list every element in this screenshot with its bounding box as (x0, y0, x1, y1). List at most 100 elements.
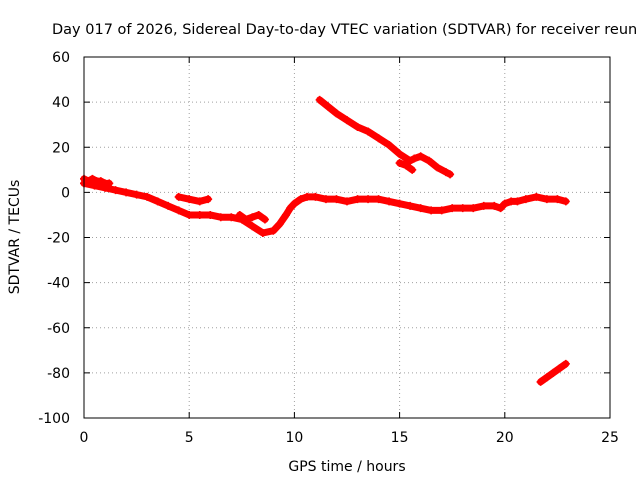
data-point (296, 195, 305, 204)
x-axis-label: GPS time / hours (288, 459, 405, 475)
data-point (374, 134, 383, 143)
y-tick-label: -100 (38, 411, 70, 427)
data-point (258, 228, 267, 237)
data-point (536, 377, 545, 386)
data-point (111, 186, 120, 195)
data-point (206, 210, 215, 219)
plot-frame (83, 56, 611, 419)
data-point (88, 174, 97, 183)
data-point (425, 156, 434, 165)
data-point (332, 195, 341, 204)
y-tick-label: -20 (47, 231, 70, 247)
data-point (248, 213, 257, 222)
data-point (496, 204, 505, 213)
data-point (315, 95, 324, 104)
data-point (561, 197, 570, 206)
tick-layer: 0 5 10 15 20 25 -100 -80 -60 -40 -20 0 20 40 60 (38, 50, 619, 446)
x-tick-label: 15 (391, 430, 409, 446)
data-point (195, 197, 204, 206)
data-point (446, 170, 455, 179)
data-point (343, 116, 351, 125)
data-point (406, 201, 415, 210)
data-point (490, 201, 499, 210)
data-point (122, 188, 131, 197)
data-point (553, 195, 562, 204)
series-group (536, 359, 570, 386)
data-point (385, 197, 394, 206)
data-point (311, 192, 320, 201)
data-point (395, 159, 404, 168)
series-group (395, 159, 417, 174)
data-point (561, 359, 570, 368)
data-point (521, 195, 530, 204)
data-point (290, 199, 299, 208)
series-band (175, 193, 212, 205)
x-tick-label: 0 (80, 430, 89, 446)
data-point (242, 215, 251, 224)
data-layer (80, 95, 570, 386)
data-point (433, 163, 442, 172)
data-point (275, 219, 284, 228)
data-point (343, 197, 351, 206)
data-point (555, 364, 564, 373)
data-point (332, 109, 341, 118)
data-point (479, 201, 488, 210)
data-point (406, 156, 415, 165)
data-point (303, 192, 312, 201)
data-point (410, 154, 419, 163)
data-point (185, 195, 194, 204)
y-tick-label: 60 (52, 50, 70, 66)
data-point (132, 190, 141, 199)
series-band (316, 96, 454, 178)
data-point (401, 161, 410, 170)
data-point (143, 192, 152, 201)
data-point (437, 206, 446, 215)
data-point (385, 140, 394, 149)
data-point (96, 177, 105, 186)
data-point (353, 195, 362, 204)
data-point (549, 368, 558, 377)
series-group (174, 192, 213, 206)
y-tick-label: 40 (52, 95, 70, 111)
data-point (260, 215, 269, 224)
data-point (174, 192, 183, 201)
y-tick-label: 20 (52, 140, 70, 156)
data-point (286, 204, 295, 213)
data-point (204, 195, 213, 204)
y-tick-label: 0 (61, 185, 70, 201)
data-point (441, 168, 450, 177)
series-group (315, 95, 455, 179)
data-point (235, 210, 244, 219)
y-tick-label: -80 (47, 366, 70, 382)
data-point (321, 195, 330, 204)
series-band (80, 179, 570, 237)
data-point (416, 204, 425, 213)
data-point (164, 201, 173, 210)
data-point (185, 210, 194, 219)
data-point (448, 204, 457, 213)
data-point (105, 179, 114, 188)
x-tick-label: 10 (285, 430, 303, 446)
data-point (353, 122, 362, 131)
data-point (216, 213, 225, 222)
x-tick-label: 20 (496, 430, 514, 446)
series-group (80, 179, 570, 237)
data-point (254, 210, 263, 219)
data-point (469, 204, 478, 213)
data-point (395, 150, 404, 159)
x-tick-label: 25 (601, 430, 619, 446)
data-point (195, 210, 204, 219)
data-point (542, 373, 551, 382)
data-point (324, 102, 333, 111)
data-point (364, 127, 373, 136)
y-axis-label: SDTVAR / TECUs (7, 180, 23, 295)
data-point (153, 197, 162, 206)
data-point (281, 210, 290, 219)
data-point (374, 195, 383, 204)
data-point (500, 199, 509, 208)
grid-layer (84, 57, 610, 418)
data-point (408, 165, 417, 174)
chart-title: Day 017 of 2026, Sidereal Day-to-day VTE… (52, 22, 637, 38)
data-point (416, 152, 425, 161)
